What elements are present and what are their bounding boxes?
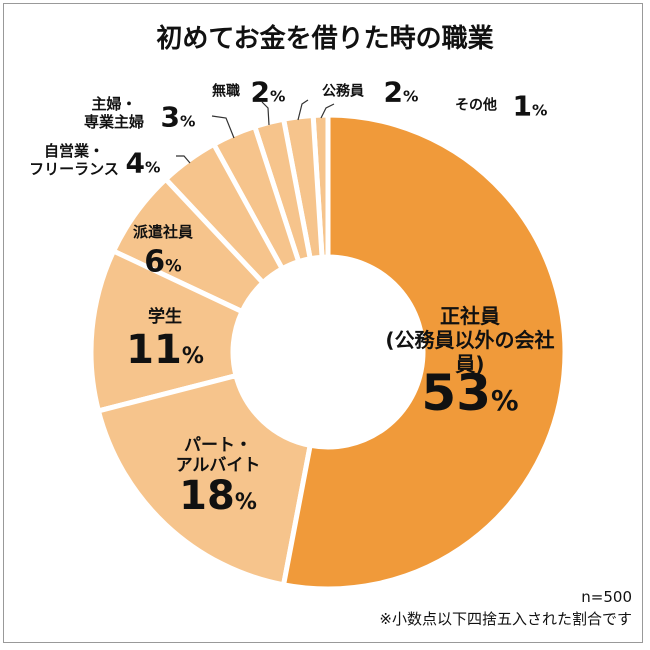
- leader-line: [297, 99, 309, 121]
- slice-label: 正社員 (公務員以外の会社員): [385, 304, 555, 376]
- slice-label: 学生: [148, 306, 182, 327]
- slice-label: 派遣社員: [132, 223, 194, 241]
- frame: [3, 3, 643, 643]
- slice: [95, 373, 313, 588]
- leader-line: [261, 101, 270, 126]
- chart-title: 初めてお金を借りた時の職業: [156, 24, 494, 54]
- leader-line: [211, 115, 235, 139]
- slice-label: 主婦・ 専業主婦: [83, 95, 145, 131]
- value-label: 1%: [512, 89, 548, 123]
- value-label: 4%: [125, 146, 161, 180]
- slice-label: 自営業・ フリーランス: [29, 142, 119, 178]
- slice-label: パート・ アルバイト: [175, 435, 261, 476]
- slice: [163, 141, 285, 286]
- leader-line: [176, 155, 191, 164]
- slice: [281, 112, 568, 592]
- slice: [111, 176, 266, 315]
- value-label: 11%: [126, 327, 204, 373]
- value-label: 53%: [421, 364, 519, 422]
- value-label: 6%: [144, 244, 182, 280]
- value-label: 2%: [383, 75, 419, 109]
- value-label: 3%: [160, 100, 196, 134]
- value-label: 2%: [250, 75, 286, 109]
- slice: [88, 248, 245, 414]
- sample-size: n=500: [581, 588, 632, 606]
- leader-lines: [176, 99, 335, 164]
- footnote: ※小数点以下四捨五入された割合です: [379, 610, 632, 628]
- slice-label: 公務員: [322, 83, 364, 100]
- leader-line: [320, 103, 335, 119]
- slice-label: その他: [455, 97, 497, 114]
- slice-label: 無職: [212, 83, 240, 100]
- value-label: 18%: [179, 473, 257, 519]
